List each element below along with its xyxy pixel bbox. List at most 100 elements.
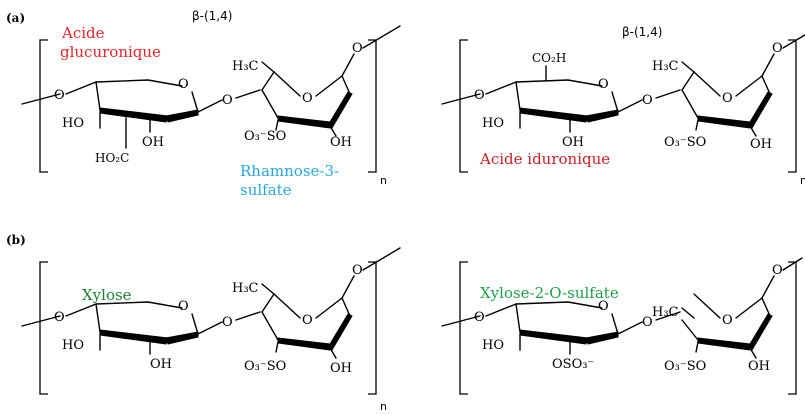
ring1-right: [611, 91, 619, 113]
ring1-oso3: OSO₃⁻: [552, 357, 594, 372]
ring2-wedge-right: [749, 313, 773, 351]
ring2-left-edge: [681, 319, 699, 341]
chain-bond-left: [21, 93, 61, 105]
rhamnose-sulfate-name-line1: Rhamnose-3-: [240, 162, 339, 180]
ring2-back-right: [735, 297, 763, 319]
left-o: O: [54, 88, 65, 103]
ring1-right: [191, 91, 199, 113]
ring1-carboxyl: CO₂H: [532, 51, 566, 65]
ring2-left-edge: [261, 89, 279, 119]
ring2-wedge-right: [749, 91, 773, 129]
sulfate-bond: [695, 119, 699, 131]
methyl-bond: [261, 283, 275, 295]
anomeric-o: O: [352, 41, 363, 56]
anomeric-bond: [341, 53, 355, 77]
ring2-oh: OH: [748, 359, 770, 374]
bridge-bond-2: [235, 311, 261, 321]
bracket-right: [368, 261, 377, 395]
glucuronic-name-line1: Acide: [61, 24, 105, 42]
panel-a-right-structure: n O O CO₂H HO OH O H₃C O O O₃⁻: [441, 25, 805, 187]
bracket-right: [788, 261, 797, 395]
ring2-oh-bond: [749, 347, 757, 359]
sulfate-group: O₃⁻SO: [664, 359, 706, 374]
chain-bond-right: [362, 247, 401, 271]
ring1-wedge-right: [165, 331, 199, 345]
ring2-oh: OH: [330, 135, 352, 150]
sulfate-group: O₃⁻SO: [244, 359, 286, 374]
bridge-bond-1: [197, 99, 223, 113]
chain-bond-right: [362, 25, 401, 49]
ring2-wedge-front: [697, 115, 751, 129]
ring1-carboxyl: HO₂C: [95, 151, 129, 165]
ring2-c1-edge: [761, 75, 771, 95]
ring2-c4: [261, 71, 275, 91]
methyl: H₃C: [232, 281, 259, 296]
ring2-back-left: [693, 293, 721, 319]
sulfate-bond: [695, 341, 699, 353]
ring2-o: O: [302, 313, 313, 328]
anomeric-o: O: [352, 263, 363, 278]
ring2-wedge-front: [277, 337, 331, 351]
repeat-n: n: [800, 174, 805, 187]
ring1-ho: HO: [62, 116, 84, 131]
sulfate-group: O₃⁻SO: [664, 135, 706, 150]
ring1-wedge-front: [99, 107, 169, 123]
ring2-back-left: [273, 293, 301, 319]
ring2-c1-edge: [341, 75, 351, 95]
anomeric-o: O: [772, 263, 783, 278]
bracket-left: [459, 39, 468, 173]
bridge-bond-1: [617, 321, 643, 335]
anomeric-bond: [761, 275, 775, 299]
ring2-c1-edge: [761, 297, 771, 317]
linkage-label: β-(1,4): [192, 9, 232, 23]
panel-b-right-structure: O O HO OSO₃⁻ O H₃C O O O₃⁻SO OH Xylose-2…: [441, 257, 803, 395]
sulfate-bond: [275, 341, 279, 353]
panel-a-label: (a): [6, 11, 25, 25]
bridge-bond-1: [617, 99, 643, 113]
anomeric-bond: [341, 275, 355, 299]
bridge-bond-2: [655, 89, 681, 99]
ring1-right: [611, 313, 619, 335]
ring2-wedge-front: [697, 337, 751, 351]
methyl: H₃C: [652, 305, 679, 320]
ring2-left-edge: [681, 89, 699, 119]
glucuronic-name-line2: glucuronique: [60, 43, 161, 61]
bridge-o: O: [222, 93, 233, 108]
left-o: O: [54, 310, 65, 325]
ring1-left: [515, 81, 521, 111]
repeat-n: n: [380, 174, 387, 187]
ring2-back-right: [735, 75, 763, 97]
ring1-o: O: [178, 77, 189, 92]
bridge-o: O: [642, 93, 653, 108]
iduronic-name: Acide iduronique: [479, 150, 610, 168]
ring1-wedge-right: [585, 331, 619, 345]
ring2-back-left: [273, 71, 301, 97]
ring1-left: [95, 303, 101, 333]
panel-b-left-structure: (b) n O O HO OH O H₃C O O: [6, 233, 401, 413]
ring2-oh-bond: [329, 347, 337, 359]
ring1-ho: HO: [62, 338, 84, 353]
ring1-o: O: [178, 299, 189, 314]
chain-bond-right: [782, 34, 805, 49]
bridge-bond-2: [235, 89, 261, 99]
bridge-bond-2: [655, 311, 681, 321]
methyl: H₃C: [232, 59, 259, 74]
ring1-oh: OH: [142, 135, 164, 150]
ring2-o: O: [722, 91, 733, 106]
xylose-name: Xylose: [82, 286, 132, 304]
ring2-oh-bond: [329, 125, 337, 137]
ring2-c4: [681, 71, 695, 91]
repeat-n: n: [380, 400, 387, 413]
chain-bond-left: [441, 315, 481, 327]
bracket-left: [39, 261, 48, 395]
ring1-wedge-right: [165, 109, 199, 123]
sulfate-group: O₃⁻SO: [244, 129, 286, 144]
ring1-wedge-front: [519, 107, 589, 123]
ring2-c4: [261, 293, 275, 313]
ring2-back-right: [315, 75, 343, 97]
ring1-top: [65, 301, 183, 317]
ring2-o: O: [722, 313, 733, 328]
ring2-back-left: [693, 71, 721, 97]
ring2-wedge-right: [329, 91, 353, 129]
ring1-left: [515, 303, 521, 333]
